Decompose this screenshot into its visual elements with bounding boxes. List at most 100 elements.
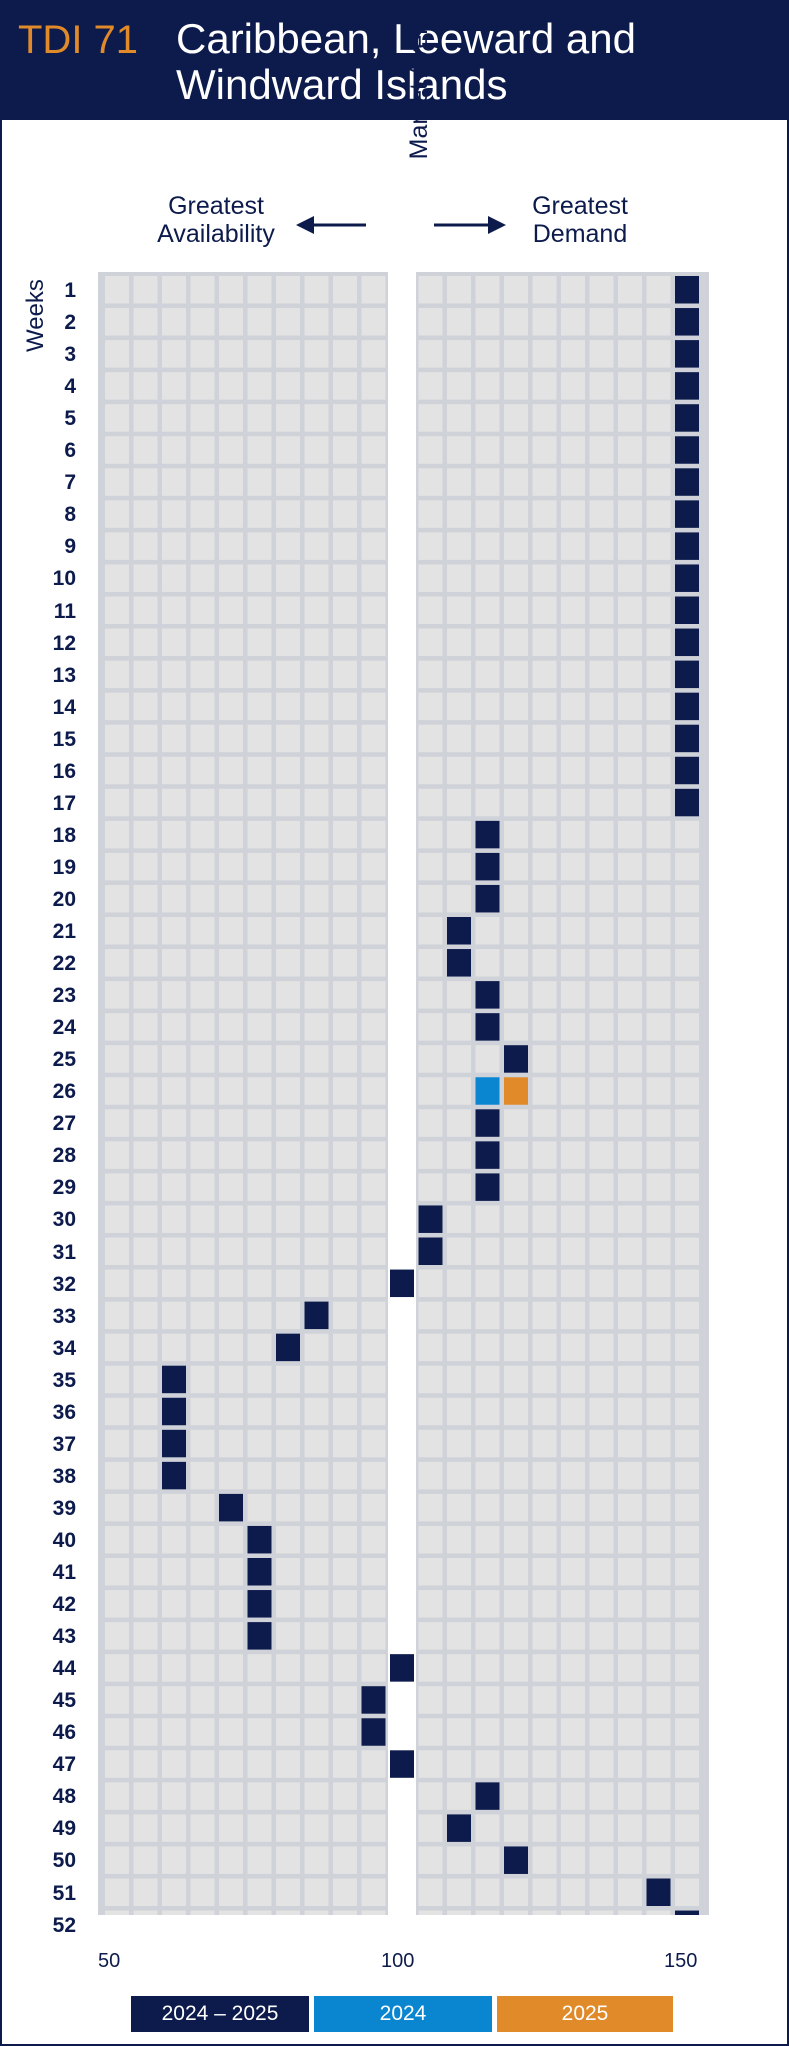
data-mark-week-51-series-0 [646,1878,671,1906]
grid-cell [418,1077,443,1105]
grid-cell [133,1205,158,1233]
grid-cell [589,1397,614,1426]
grid-cell [475,756,500,785]
grid-cell [304,340,329,368]
grid-cell [105,1461,129,1490]
grid-cell [361,949,386,977]
grid-cell [447,340,471,368]
grid-cell [361,1461,386,1490]
grid-cell [162,1910,186,1915]
grid-cell [190,1525,215,1554]
grid-cell [162,1173,186,1201]
grid-cell [618,1686,642,1714]
grid-cell [589,372,614,400]
grid-cell [504,564,528,592]
grid-cell [276,1750,300,1778]
data-mark-week-49-series-0 [447,1814,471,1842]
grid-cell [475,1493,500,1522]
grid-cell [361,628,386,657]
grid-cell [447,436,471,464]
grid-cell [304,1558,329,1586]
data-mark-week-41-series-0 [247,1558,272,1586]
data-mark-week-30-series-0 [418,1205,443,1233]
grid-cell [618,436,642,464]
grid-cell [219,1718,243,1746]
week-label-45: 45 [52,1689,76,1713]
grid-cell [504,1141,528,1169]
grid-cell [304,1782,329,1810]
grid-cell [162,1878,186,1906]
grid-cell [675,1173,699,1201]
grid-cell [105,276,129,304]
grid-cell [504,500,528,528]
data-mark-week-37-series-0 [162,1429,186,1458]
grid-cell [504,436,528,464]
week-label-26: 26 [52,1080,76,1104]
grid-cell [418,1269,443,1298]
grid-cell [133,756,158,785]
data-mark-week-10-series-0 [675,564,699,592]
grid-cell [304,1397,329,1426]
grid-cell [219,1109,243,1137]
grid-cell [561,1301,585,1330]
grid-cell [646,788,671,817]
grid-cell [133,1045,158,1073]
grid-cell [418,468,443,496]
grid-cell [105,1077,129,1105]
legend-2024: 2024 [314,1996,492,2032]
grid-cell [589,468,614,496]
grid-cell [504,660,528,689]
grid-cell [304,917,329,945]
grid-cell [276,1173,300,1201]
grid-cell [561,340,585,368]
grid-cell [190,1077,215,1105]
grid-cell [190,1654,215,1682]
grid-cell [475,660,500,689]
grid-cell [418,372,443,400]
grid-cell [333,981,357,1009]
grid-cell [475,308,500,336]
grid-cell [532,628,557,657]
grid-cell [304,1141,329,1169]
grid-cell [190,1013,215,1041]
grid-cell [219,1365,243,1394]
grid-cell [276,1365,300,1394]
week-label-49: 49 [52,1817,76,1841]
grid-cell [361,1782,386,1810]
grid-cell [447,1365,471,1394]
data-mark-week-33-series-0 [304,1301,329,1330]
grid-cell [418,981,443,1009]
grid-cell [190,949,215,977]
grid-cell [333,1461,357,1490]
grid-cell [190,1205,215,1233]
grid-cell [162,564,186,592]
grid-cell [133,1718,158,1746]
grid-cell [133,884,158,913]
grid-cell [105,981,129,1009]
data-mark-week-34-series-0 [276,1333,300,1362]
grid-cell [247,1750,272,1778]
grid-cell [333,1109,357,1137]
grid-cell [162,1814,186,1842]
grid-cell [162,1846,186,1874]
grid-cell [532,949,557,977]
grid-cell [276,1718,300,1746]
grid-cell [219,404,243,432]
grid-cell [561,1461,585,1490]
grid-cell [219,1910,243,1915]
data-mark-week-8-series-0 [675,500,699,528]
grid-cell [646,1397,671,1426]
grid-cell [162,949,186,977]
grid-cell [504,1397,528,1426]
grid-cell [361,756,386,785]
grid-cell [190,1782,215,1810]
grid-cell [589,756,614,785]
grid-cell [561,468,585,496]
grid-cell [133,1846,158,1874]
grid-cell [190,1750,215,1778]
grid-cell [247,308,272,336]
grid-cell [532,1141,557,1169]
grid-cell [105,340,129,368]
grid-cell [304,1205,329,1233]
grid-cell [504,1429,528,1458]
